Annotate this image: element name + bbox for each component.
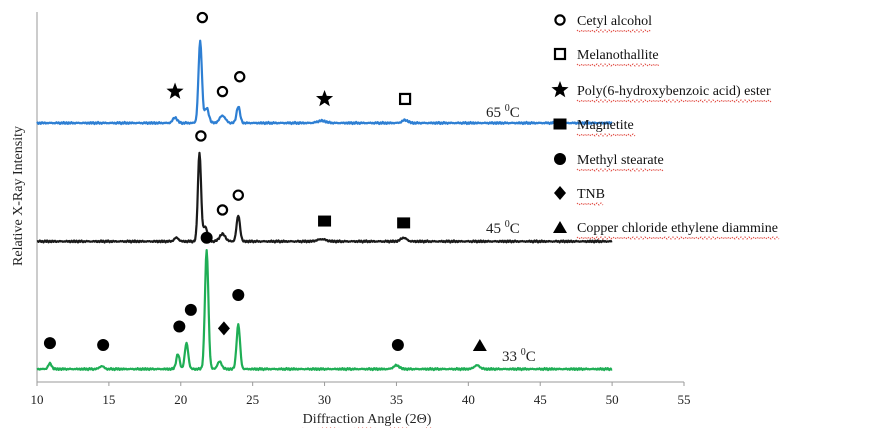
- marker-circle-open: [232, 189, 244, 201]
- x-tick-label: 25: [246, 392, 259, 407]
- x-tick-label: 40: [462, 392, 475, 407]
- temperature-value: 33: [502, 349, 521, 365]
- marker-circle-filled: [200, 231, 213, 244]
- degree-superscript: 0: [521, 347, 526, 358]
- temperature-unit: C: [526, 349, 536, 365]
- marker-star: [166, 82, 184, 99]
- x-tick-label: 35: [390, 392, 403, 407]
- marker-circle-open: [216, 204, 229, 216]
- legend-item: Cetyl alcohol: [554, 14, 652, 33]
- marker-circle-filled: [97, 339, 110, 351]
- x-axis-title: Diffraction Angle (2Θ): [303, 412, 432, 427]
- legend-item: Poly(6-hydroxybenzoic acid) ester: [551, 81, 772, 103]
- x-tick-label: 55: [678, 392, 691, 407]
- legend-item: Magnetite: [553, 118, 636, 137]
- marker-circle-open: [216, 85, 229, 98]
- degree-superscript: 0: [505, 103, 510, 114]
- temperature-value: 65: [486, 105, 505, 121]
- x-ticks: 10 15 20 25 30 35 40 45 50 55: [31, 382, 691, 407]
- marker-circle-filled: [184, 303, 197, 316]
- temperature-label-45: 45 0C: [486, 219, 520, 237]
- temperature-label-65: 65 0C: [486, 103, 520, 121]
- x-tick-label: 30: [318, 392, 331, 407]
- degree-superscript: 0: [505, 219, 510, 230]
- spellcheck-underline: [576, 133, 636, 137]
- series-line-45c: [36, 151, 613, 244]
- marker-circle-open: [195, 130, 207, 142]
- x-tick-label: 45: [534, 392, 547, 407]
- legend: Cetyl alcohol Melanothallite Poly(6-hydrox…: [551, 14, 780, 240]
- marker-triangle: [472, 339, 487, 351]
- spellcheck-underline: [576, 99, 772, 103]
- legend-symbol-square-filled: [553, 118, 567, 130]
- legend-symbol-circle-open: [554, 14, 566, 26]
- legend-item: Melanothallite: [553, 47, 660, 67]
- temperature-value: 45: [486, 221, 505, 237]
- temperature-unit: C: [510, 221, 520, 237]
- spellcheck-underline: [576, 202, 604, 206]
- x-tick-label: 10: [31, 392, 44, 407]
- legend-symbol-diamond: [554, 186, 566, 200]
- markers-group: [43, 11, 487, 351]
- marker-circle-filled: [173, 320, 186, 333]
- legend-label: Melanothallite: [577, 48, 659, 63]
- legend-label: Copper chloride ethylene diammine: [577, 221, 778, 236]
- series-group: [36, 39, 613, 372]
- legend-symbol-circle-filled: [554, 153, 566, 165]
- marker-circle-filled: [391, 339, 404, 351]
- marker-star: [316, 89, 334, 107]
- marker-square-filled: [397, 217, 411, 229]
- marker-circle-open: [234, 71, 246, 83]
- legend-label: Magnetite: [577, 118, 634, 133]
- legend-symbol-triangle: [553, 221, 567, 233]
- spellcheck-underline: [576, 168, 664, 172]
- legend-symbol-square-open: [553, 47, 567, 61]
- marker-circle-filled: [232, 289, 245, 302]
- series-line-33c: [36, 248, 613, 372]
- marker-circle-open: [196, 11, 209, 24]
- legend-label: Methyl stearate: [577, 153, 664, 168]
- spellcheck-underline: [576, 236, 780, 240]
- legend-label: Poly(6-hydroxybenzoic acid) ester: [577, 84, 771, 99]
- axes: [36, 12, 684, 383]
- y-axis-title: Relative X-Ray Intensity: [11, 126, 26, 266]
- temperature-unit: C: [510, 105, 520, 121]
- x-tick-label: 20: [174, 392, 187, 407]
- legend-symbol-star: [551, 81, 569, 98]
- legend-item: Copper chloride ethylene diammine: [553, 221, 780, 240]
- legend-label: Cetyl alcohol: [577, 14, 652, 29]
- marker-circle-filled: [43, 337, 56, 350]
- spellcheck-underline: [576, 63, 660, 67]
- x-tick-label: 50: [606, 392, 619, 407]
- legend-item: Methyl stearate: [554, 153, 664, 172]
- legend-label: TNB: [577, 187, 605, 202]
- x-tick-label: 15: [102, 392, 115, 407]
- marker-square-filled: [318, 215, 332, 227]
- spellcheck-underline: [576, 29, 652, 33]
- series-line-65c: [36, 39, 613, 126]
- marker-square-open: [398, 92, 412, 106]
- legend-item: TNB: [554, 186, 605, 206]
- marker-diamond: [217, 321, 230, 336]
- temperature-label-33: 33 0C: [502, 347, 536, 365]
